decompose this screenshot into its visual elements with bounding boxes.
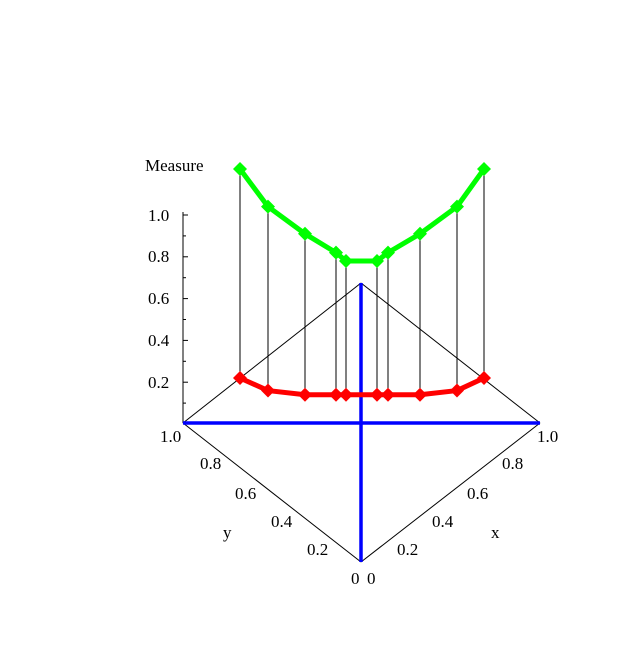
x-tick-label: 0.4	[432, 512, 454, 531]
data-point-marker	[261, 383, 275, 398]
data-point-marker	[329, 387, 343, 402]
series-line-1	[238, 375, 486, 398]
data-point-marker	[381, 387, 395, 402]
y-tick-label: 0.4	[271, 512, 293, 531]
y-tick-label: 0	[351, 569, 360, 588]
z-tick-label: 0.6	[148, 289, 169, 308]
data-point-marker	[413, 226, 427, 241]
z-tick-label: 0.4	[148, 331, 170, 350]
data-point-marker	[477, 371, 491, 386]
measure-axis-label: Measure	[145, 156, 204, 175]
data-point-marker	[477, 162, 491, 177]
z-tick-label: 0.2	[148, 373, 169, 392]
data-point-marker	[298, 226, 312, 241]
frame-right-edge	[360, 282, 541, 424]
x-tick-label: 0	[367, 569, 376, 588]
x-tick-label: 0.6	[467, 484, 488, 503]
x-axis-label: x	[491, 523, 500, 542]
data-point-marker	[450, 383, 464, 398]
data-point-marker	[339, 253, 353, 268]
data-point-marker	[233, 371, 247, 386]
data-point-marker	[370, 387, 384, 402]
y-tick-label: 1.0	[160, 427, 181, 446]
data-point-marker	[261, 199, 275, 214]
data-point-marker	[329, 245, 343, 260]
frame-left-edge	[182, 282, 362, 424]
data-point-marker	[298, 387, 312, 402]
y-tick-label: 0.2	[307, 540, 328, 559]
x-tick-label: 1.0	[537, 427, 558, 446]
x-tick-label: 0.8	[502, 454, 523, 473]
data-point-marker	[370, 253, 384, 268]
y-tick-label: 0.8	[200, 454, 221, 473]
series-line-0	[237, 167, 487, 264]
data-point-marker	[413, 387, 427, 402]
z-tick-label: 1.0	[148, 206, 169, 225]
data-point-marker	[339, 387, 353, 402]
y-tick-label: 0.6	[235, 484, 256, 503]
x-tick-label: 0.2	[397, 540, 418, 559]
data-point-marker	[450, 199, 464, 214]
y-axis-label: y	[223, 523, 232, 542]
z-tick-label: 0.8	[148, 247, 169, 266]
y-axis-line	[182, 422, 362, 563]
x-axis-line	[360, 422, 541, 563]
data-point-marker	[381, 245, 395, 260]
data-point-marker	[233, 162, 247, 177]
